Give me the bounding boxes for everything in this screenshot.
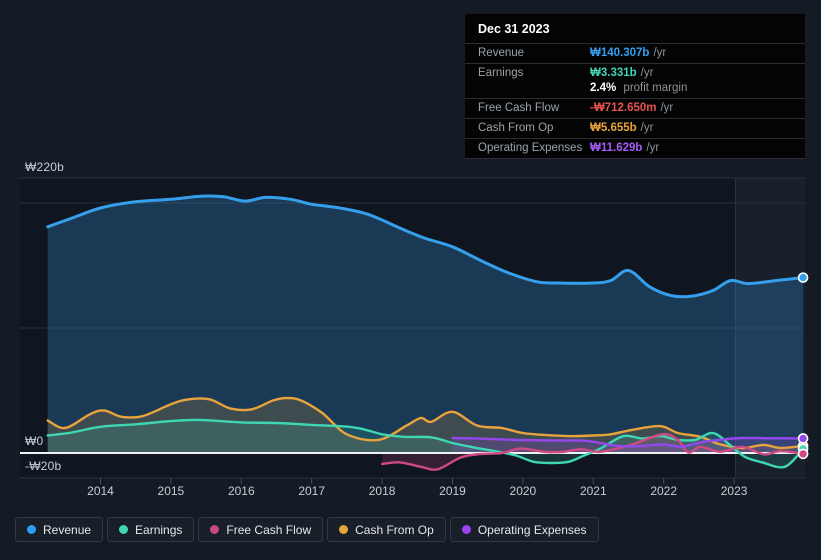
tooltip-row-unit: /yr — [660, 102, 674, 114]
x-axis-label: 2016 — [227, 484, 255, 498]
legend-series-dot-icon — [339, 525, 349, 534]
tooltip-row-value: ₩140.307b — [590, 47, 650, 59]
line-earnings — [46, 418, 805, 469]
tooltip-row-label: Operating Expenses — [478, 142, 583, 154]
legend-item-label: Free Cash Flow — [226, 522, 312, 537]
tooltip-row-label: Free Cash Flow — [478, 102, 560, 114]
legend-item-label: Cash From Op — [355, 522, 434, 537]
legend-series-dot-icon — [461, 525, 471, 534]
x-axis-label: 2019 — [439, 484, 466, 498]
tooltip-row-unit: /yr — [640, 67, 654, 79]
legend-item[interactable]: Revenue — [15, 517, 104, 542]
endpoint-dot-operating-expenses — [797, 433, 809, 444]
chart-tooltip: Dec 31 2023 Revenue ₩140.307b /yr Earnin… — [465, 14, 805, 159]
tooltip-profit-margin-label: profit margin — [623, 82, 688, 94]
x-axis-label: 2015 — [157, 484, 185, 498]
legend-item-label: Operating Expenses — [477, 522, 587, 537]
tooltip-profit-margin-value: 2.4% — [590, 82, 617, 94]
tooltip-row-unit: /yr — [653, 47, 667, 59]
x-axis-label: 2022 — [650, 484, 678, 498]
legend-item[interactable]: Operating Expenses — [449, 517, 599, 542]
y-axis-label-neg20b: -₩20b — [25, 459, 62, 473]
y-axis-label-0: ₩0 — [25, 434, 44, 448]
legend-series-dot-icon — [27, 525, 36, 534]
tooltip-row-value: ₩5.655b — [590, 122, 637, 134]
tooltip-row-label: Revenue — [478, 47, 525, 59]
line-revenue — [46, 194, 805, 299]
tooltip-row-label: Cash From Op — [478, 122, 554, 134]
area-earnings — [47, 419, 804, 468]
tooltip-date: Dec 31 2023 — [465, 14, 805, 44]
y-axis-label-220b: ₩220b — [25, 160, 65, 174]
tooltip-row: Revenue ₩140.307b /yr — [465, 44, 805, 64]
tooltip-row: Cash From Op ₩5.655b /yr — [465, 119, 805, 139]
x-axis-label: 2014 — [87, 484, 114, 498]
legend-series-dot-icon — [119, 525, 129, 534]
tooltip-row-value: ₩11.629b — [590, 142, 643, 154]
x-axis: 2014 2015 2016 2017 2018 2019 2020 2021 2022 2023 — [0, 484, 821, 500]
chart-legend: Revenue Earnings Free Cash Flow Cash Fro… — [15, 517, 599, 542]
legend-series-dot-icon — [210, 525, 220, 534]
endpoint-dot-free-cash-flow — [797, 448, 809, 460]
tooltip-row-value: ₩3.331b — [590, 67, 637, 79]
legend-item-label: Earnings — [135, 522, 183, 537]
endpoint-dot-revenue — [797, 272, 809, 283]
tooltip-row-unit: /yr — [640, 122, 654, 134]
tooltip-row-value: -₩712.650m — [590, 102, 657, 114]
tooltip-row: Operating Expenses ₩11.629b /yr — [465, 139, 805, 159]
x-axis-label: 2023 — [720, 484, 748, 498]
x-axis-label: 2017 — [298, 484, 326, 498]
tooltip-row: Earnings ₩3.331b /yr 2.4% profit margin — [465, 64, 805, 99]
tooltip-row-label: Earnings — [478, 67, 524, 79]
tooltip-row: Free Cash Flow -₩712.650m /yr — [465, 99, 805, 119]
line-cash-from-op — [46, 396, 805, 450]
tooltip-row-unit: /yr — [646, 142, 660, 154]
legend-item[interactable]: Earnings — [107, 517, 195, 542]
line-free-cash-flow — [380, 432, 805, 471]
x-axis-label: 2021 — [579, 484, 607, 498]
legend-item[interactable]: Cash From Op — [327, 517, 446, 542]
legend-item[interactable]: Free Cash Flow — [198, 517, 324, 542]
x-axis-label: 2020 — [509, 484, 537, 498]
area-revenue — [47, 195, 804, 453]
x-axis-label: 2018 — [368, 484, 396, 498]
legend-item-label: Revenue — [43, 522, 92, 537]
line-operating-expenses — [451, 436, 805, 449]
